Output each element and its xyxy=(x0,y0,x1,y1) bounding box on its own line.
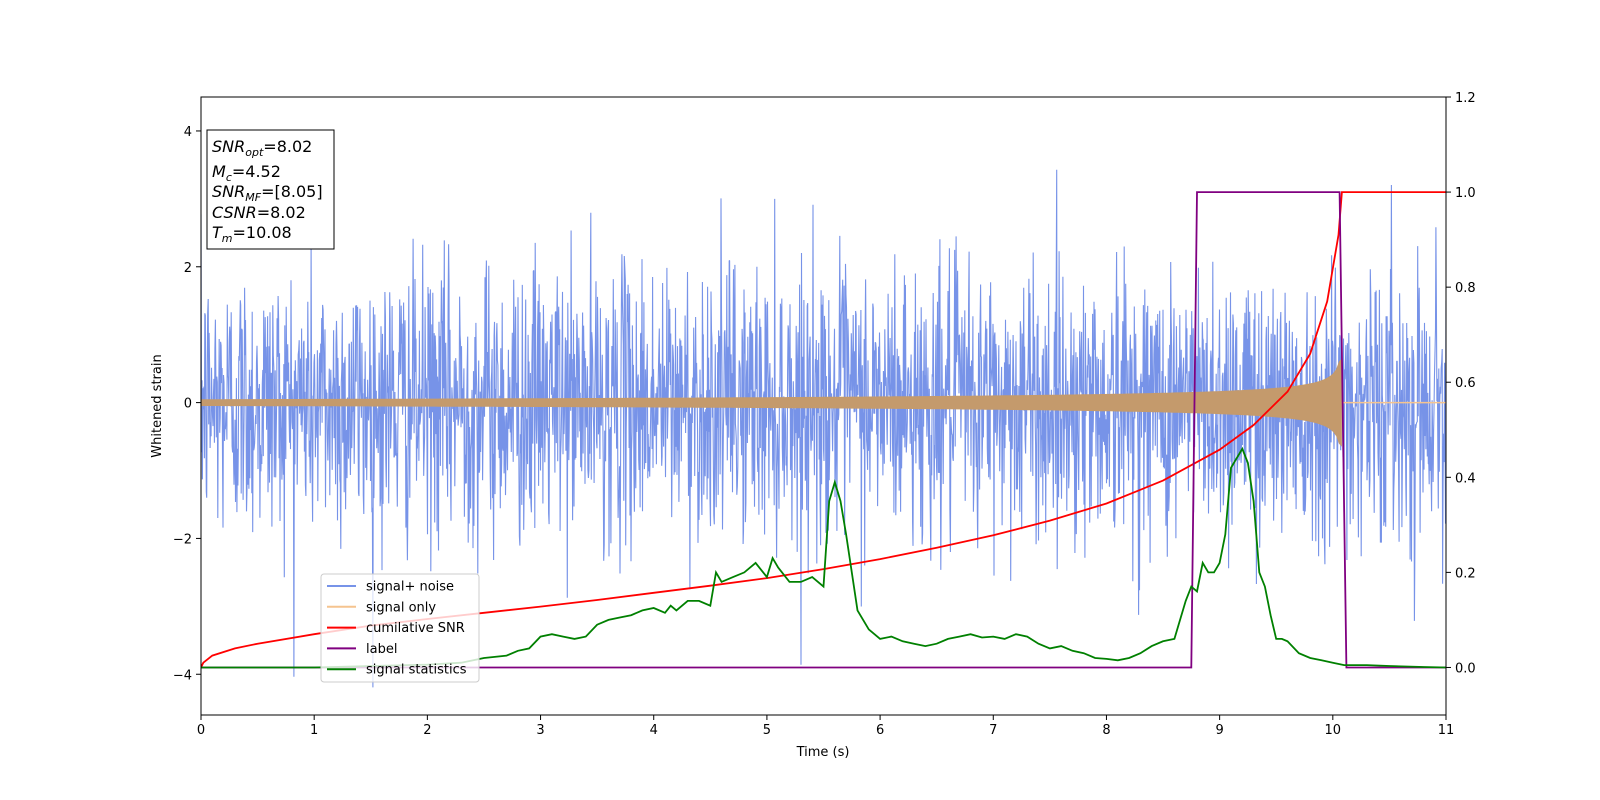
info-box: SNRopt=8.02 Mc=4.52SNRMF=[8.05]CSNR=8.02T… xyxy=(206,129,335,250)
x-tick-label: 8 xyxy=(1102,723,1110,738)
info-line: Tm=10.08 xyxy=(212,223,292,245)
x-tick-label: 2 xyxy=(423,723,431,738)
series-signal-statistics xyxy=(201,446,1446,669)
y-right-tick-label: 0.6 xyxy=(1455,376,1476,391)
y-left-tick-label: −4 xyxy=(173,668,192,683)
series-signal-only-band xyxy=(201,358,1342,447)
y-left-tick-label: 2 xyxy=(184,261,192,276)
y-right-tick-label: 0.2 xyxy=(1455,566,1476,581)
legend-frame xyxy=(320,573,480,683)
y-right-tick-label: 0.4 xyxy=(1455,471,1476,486)
info-line: Mc=4.52 xyxy=(212,162,281,184)
y-axis-left: −4 −2 0 2 4 xyxy=(173,125,201,683)
x-tick-label: 11 xyxy=(1438,723,1455,738)
x-tick-label: 7 xyxy=(989,723,997,738)
x-axis: 0 1 2 3 4 5 6 7 8 9 10 11 xyxy=(197,715,1454,738)
y-right-tick-label: 0.8 xyxy=(1455,281,1476,296)
x-tick-label: 1 xyxy=(310,723,318,738)
x-tick-label: 9 xyxy=(1215,723,1223,738)
series-cumilative-snr xyxy=(201,191,1446,668)
legend-label: label xyxy=(366,642,397,657)
legend: signal+ noise signal only cumilative SNR la… xyxy=(320,573,480,683)
y-left-tick-label: 0 xyxy=(184,397,192,412)
info-box-frame xyxy=(206,129,335,250)
legend-label: signal only xyxy=(366,600,436,615)
x-tick-label: 3 xyxy=(536,723,544,738)
y-axis-label: Whitened strain xyxy=(150,354,165,457)
x-tick-label: 5 xyxy=(763,723,771,738)
series-layer xyxy=(201,169,1446,688)
y-left-tick-label: 4 xyxy=(184,125,192,140)
x-tick-label: 4 xyxy=(650,723,658,738)
legend-label: cumilative SNR xyxy=(366,621,465,636)
legend-label: signal statistics xyxy=(366,663,467,678)
plot-frame xyxy=(200,96,1447,716)
y-right-tick-label: 0.0 xyxy=(1455,661,1476,676)
x-tick-label: 0 xyxy=(197,723,205,738)
info-line: SNRopt=8.02 xyxy=(212,137,312,159)
x-tick-label: 10 xyxy=(1325,723,1342,738)
y-left-tick-label: −2 xyxy=(173,532,192,547)
series-signal-noise xyxy=(201,169,1446,688)
y-right-tick-label: 1.0 xyxy=(1455,186,1476,201)
legend-label: signal+ noise xyxy=(366,580,454,595)
y-right-tick-label: 1.2 xyxy=(1455,91,1476,106)
series-label xyxy=(201,191,1446,669)
y-axis-right: 0.0 0.2 0.4 0.6 0.8 1.0 1.2 xyxy=(1446,91,1476,676)
x-axis-label: Time (s) xyxy=(796,745,850,760)
x-tick-label: 6 xyxy=(876,723,884,738)
info-line: SNRMF=[8.05] xyxy=(212,182,323,204)
info-line: CSNR=8.02 xyxy=(212,203,306,222)
